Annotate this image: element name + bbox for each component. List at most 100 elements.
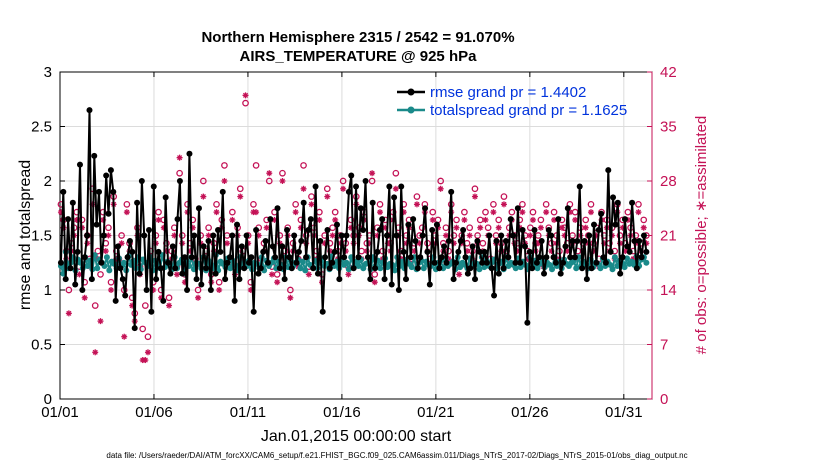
- rmse-point: [374, 248, 381, 255]
- x-axis: 01/01 01/06 01/11 01/16 01/21 01/26 01/31: [41, 72, 643, 421]
- obs-assimilated-marker: [477, 224, 484, 231]
- rmse-point: [150, 183, 157, 190]
- obs-assimilated-marker: [519, 209, 526, 216]
- obs-possible-marker: [571, 208, 579, 216]
- rmse-point: [460, 227, 467, 234]
- obs-assimilated-marker: [442, 232, 449, 239]
- obs-possible-marker: [482, 208, 489, 216]
- rmse-point: [452, 259, 459, 266]
- rmse-point: [436, 265, 443, 272]
- obs-assimilated-marker: [482, 216, 489, 223]
- rmse-point: [224, 259, 231, 266]
- obs-assimilated-marker: [121, 333, 128, 340]
- rmse-point: [241, 265, 248, 272]
- obs-assimilated-stroke: [443, 232, 449, 239]
- rmse-point: [184, 287, 191, 293]
- obs-possible-marker: [461, 208, 468, 216]
- obs-assimilated-stroke: [237, 194, 243, 200]
- rmse-point: [579, 265, 586, 272]
- rmse-point: [498, 232, 505, 239]
- rmse-point: [65, 216, 72, 223]
- rmse-point: [186, 150, 193, 157]
- rmse-point: [512, 259, 519, 266]
- obs-assimilated-stroke: [393, 186, 399, 192]
- rmse-point: [212, 270, 219, 277]
- rmse-point: [410, 216, 417, 223]
- y-tick-label: 3: [44, 64, 52, 81]
- rmse-point: [322, 254, 329, 261]
- rmse-point: [619, 254, 626, 261]
- obs-assimilated-marker: [635, 209, 642, 216]
- totalspread-point: [546, 261, 553, 268]
- rmse-point: [605, 167, 612, 174]
- obs-assimilated-marker: [65, 310, 72, 317]
- rmse-point: [141, 232, 148, 239]
- obs-assimilated-stroke: [530, 217, 536, 223]
- rmse-point: [60, 188, 67, 195]
- obs-assimilated-stroke: [82, 295, 88, 301]
- rmse-point: [300, 199, 307, 206]
- y-tick-label: 1.5: [31, 228, 52, 245]
- obs-assimilated-marker: [221, 178, 228, 184]
- obs-assimilated-stroke: [316, 217, 322, 223]
- rmse-point: [529, 265, 536, 272]
- obs-assimilated-stroke: [279, 178, 286, 184]
- obs-assimilated-marker: [81, 294, 88, 301]
- obs-possible-marker: [466, 224, 474, 232]
- rmse-point: [314, 270, 321, 277]
- rmse-point: [355, 254, 362, 261]
- rmse-point: [112, 297, 119, 304]
- rmse-point: [626, 248, 633, 255]
- rmse-point: [507, 216, 514, 223]
- rmse-point: [617, 270, 624, 277]
- x-tick-label: 01/11: [230, 404, 266, 421]
- obs-assimilated-stroke: [543, 209, 549, 215]
- obs-possible-marker: [215, 278, 223, 286]
- obs-possible-marker: [542, 201, 550, 208]
- rmse-point: [405, 221, 412, 228]
- obs-possible-marker: [368, 177, 376, 185]
- totalspread-point: [345, 266, 352, 273]
- totalspread-point: [84, 263, 91, 270]
- obs-assimilated-marker: [453, 224, 460, 231]
- rmse-point: [431, 259, 438, 266]
- obs-assimilated-stroke: [213, 209, 220, 215]
- obs-assimilated-marker: [97, 318, 104, 325]
- rmse-point: [238, 243, 245, 250]
- rmse-point: [260, 248, 267, 255]
- rmse-point: [464, 270, 471, 277]
- y2-tick-label: 21: [660, 228, 677, 245]
- totalspread-point: [103, 254, 110, 261]
- obs-possible-marker: [329, 224, 336, 232]
- rmse-point: [148, 308, 155, 315]
- x-tick-label: 01/26: [511, 404, 549, 421]
- obs-possible-marker: [437, 177, 445, 185]
- rmse-point: [407, 254, 414, 261]
- rmse-point: [288, 265, 295, 272]
- obs-assimilated-marker: [279, 178, 286, 184]
- obs-assimilated-marker: [340, 185, 347, 192]
- rmse-point: [612, 221, 619, 228]
- rmse-point: [474, 237, 481, 244]
- obs-assimilated-marker: [92, 349, 99, 356]
- rmse-point: [379, 216, 386, 223]
- obs-assimilated-stroke: [482, 217, 489, 223]
- obs-possible-marker: [123, 201, 131, 208]
- obs-assimilated-stroke: [145, 349, 151, 355]
- rmse-point: [303, 254, 310, 261]
- rmse-point: [100, 232, 107, 239]
- obs-possible-marker: [484, 224, 492, 232]
- totalspread-point: [227, 265, 234, 272]
- rmse-point: [536, 254, 543, 261]
- obs-possible-marker: [287, 286, 294, 294]
- rmse-point: [272, 254, 279, 261]
- rmse-point: [169, 243, 176, 250]
- totalspread-point: [408, 264, 415, 271]
- rmse-point: [291, 232, 298, 239]
- rmse-point: [429, 227, 436, 234]
- obs-assimilated-marker: [500, 201, 507, 208]
- y2-axis-label: # of obs: o=possible; ∗=assimilated: [693, 116, 710, 355]
- obs-possible-marker: [139, 325, 147, 333]
- totalspread-point: [476, 266, 483, 273]
- obs-assimilated-stroke: [527, 232, 533, 239]
